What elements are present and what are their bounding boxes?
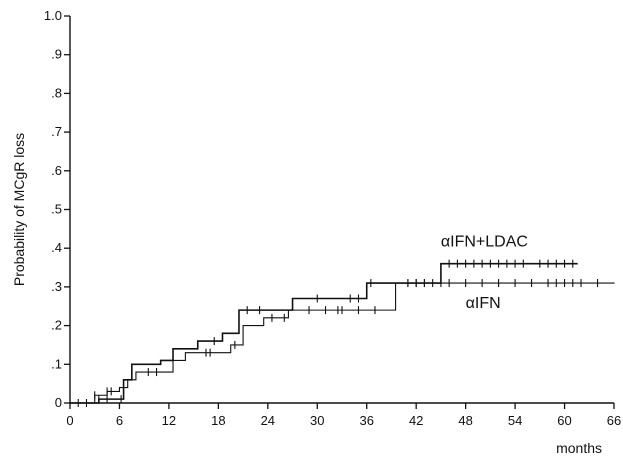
series-label-ifn-ldac: αIFN+LDAC xyxy=(441,233,528,250)
y-tick-label-6: .6 xyxy=(51,163,62,178)
x-tick-label-2: 12 xyxy=(162,413,176,428)
y-axis-title: Probability of MCgR loss xyxy=(11,133,27,286)
x-axis-title: months xyxy=(556,440,602,456)
series-ifn-ldac-line xyxy=(69,262,578,404)
y-tick-label-5: .5 xyxy=(51,202,62,217)
y-tick-label-10: 1.0 xyxy=(44,8,62,23)
y-tick-label-2: .2 xyxy=(51,318,62,333)
series-label-ifn: αIFN xyxy=(466,295,501,312)
x-tick-label-10: 60 xyxy=(557,413,571,428)
x-tick-label-5: 30 xyxy=(310,413,324,428)
y-tick-label-8: .8 xyxy=(51,85,62,100)
x-tick-label-3: 18 xyxy=(211,413,225,428)
x-tick-label-7: 42 xyxy=(409,413,423,428)
axes-layer: 0 .1 .2 .3 .4 .5 .6 .7 .8 .9 1.0 0 6 12 18 24 30 36 42 48 54… xyxy=(11,8,621,456)
x-tick-label-11: 66 xyxy=(607,413,621,428)
y-tick-label-9: .9 xyxy=(51,47,62,62)
y-tick-label-3: .3 xyxy=(51,279,62,294)
x-tick-label-9: 54 xyxy=(508,413,522,428)
y-tick-label-4: .4 xyxy=(51,240,62,255)
y-tick-label-7: .7 xyxy=(51,124,62,139)
x-tick-label-6: 36 xyxy=(359,413,373,428)
label-layer: αIFN+LDAC αIFN xyxy=(441,233,528,312)
y-tick-label-0: 0 xyxy=(55,395,62,410)
series-ifn-line xyxy=(69,282,615,404)
x-tick-label-4: 24 xyxy=(261,413,275,428)
x-tick-label-0: 0 xyxy=(66,413,73,428)
x-tick-label-1: 6 xyxy=(116,413,123,428)
series-layer xyxy=(69,259,615,407)
y-tick-label-1: .1 xyxy=(51,356,62,371)
x-tick-label-8: 48 xyxy=(458,413,472,428)
